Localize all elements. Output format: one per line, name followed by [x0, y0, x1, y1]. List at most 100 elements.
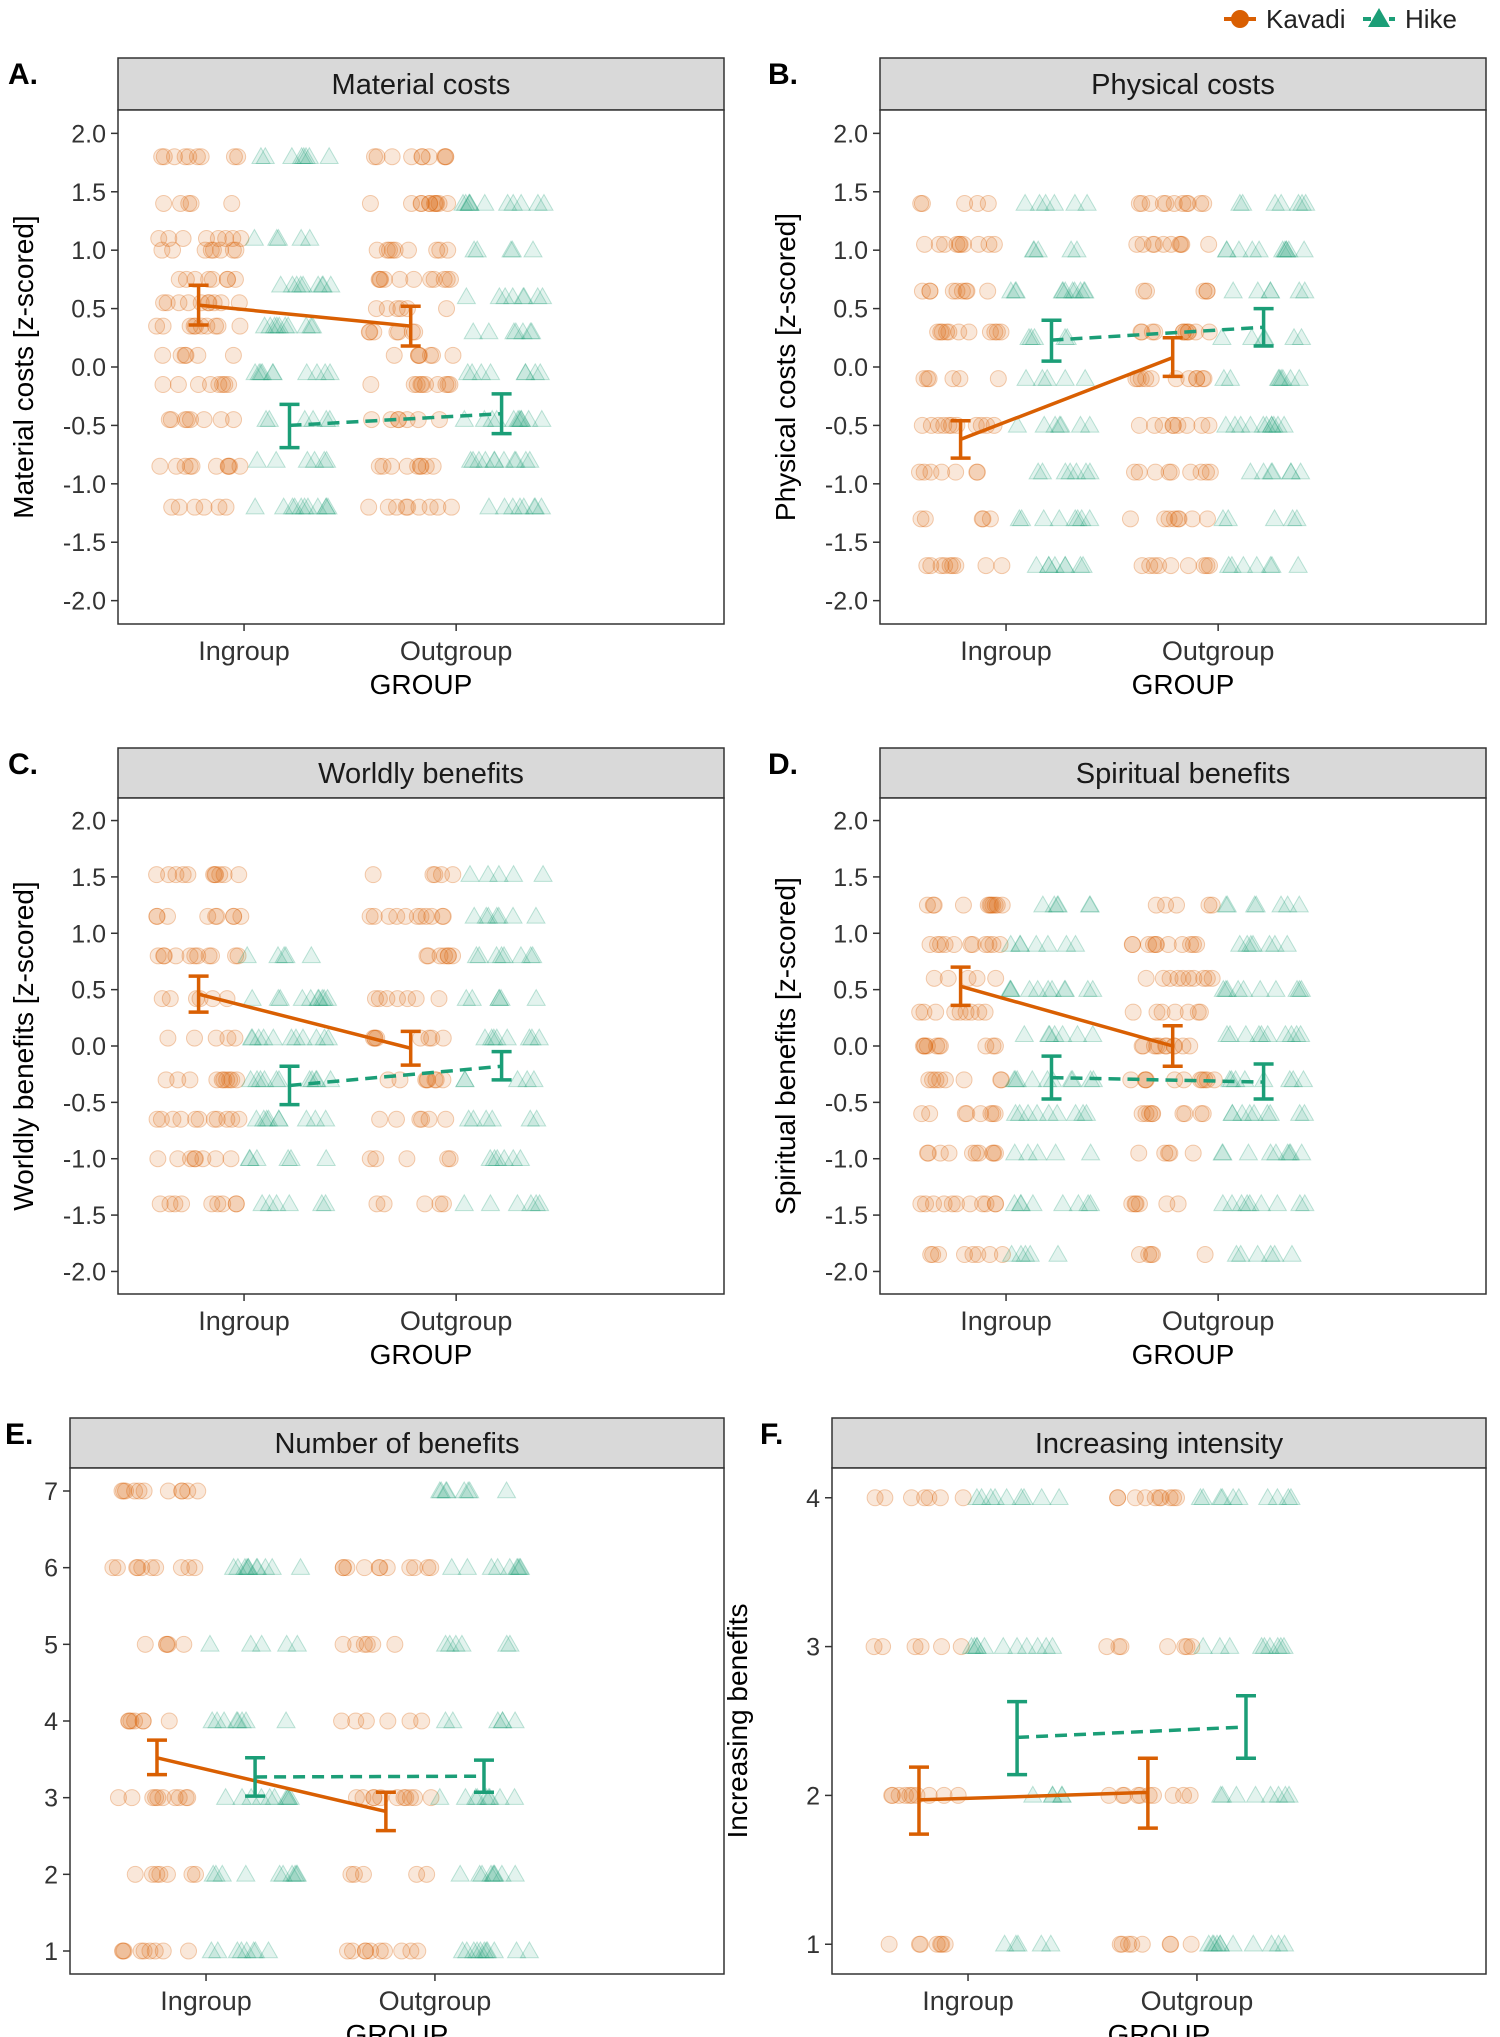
kavadi-raw-point: [204, 241, 222, 259]
kavadi-raw-point: [977, 936, 995, 954]
kavadi-raw-point: [916, 235, 934, 253]
kavadi-raw-point: [425, 194, 443, 212]
hike-raw-point: [294, 497, 315, 515]
hike-raw-point: [1064, 281, 1085, 299]
hike-raw-point: [483, 1028, 504, 1046]
kavadi-raw-point: [371, 270, 389, 288]
kavadi-raw-point: [338, 1559, 356, 1577]
kavadi-raw-point: [385, 346, 403, 364]
hike-raw-point: [1263, 415, 1284, 433]
kavadi-raw-point: [1174, 969, 1192, 987]
kavadi-raw-point: [354, 1865, 372, 1883]
kavadi-raw-point: [398, 300, 416, 318]
kavadi-raw-point: [430, 990, 448, 1008]
hike-raw-point: [1048, 895, 1069, 913]
hike-raw-point: [1228, 1487, 1249, 1506]
kavadi-raw-point: [987, 969, 1005, 987]
hike-raw-point: [1246, 895, 1267, 913]
y-tick-label: -1.5: [63, 529, 106, 557]
y-tick-label: -0.5: [63, 412, 106, 440]
kavadi-raw-point: [1147, 896, 1165, 914]
kavadi-raw-point: [154, 1942, 172, 1960]
kavadi-raw-point: [439, 241, 457, 259]
kavadi-raw-point: [181, 457, 199, 475]
hike-raw-point: [223, 1557, 244, 1575]
hike-raw-point: [455, 1787, 476, 1805]
hike-raw-point: [1055, 462, 1076, 480]
y-tick-label: 7: [44, 1478, 58, 1506]
x-axis-label: GROUP: [346, 2019, 449, 2037]
x-tick-label: Outgroup: [1141, 1986, 1254, 2016]
hike-raw-point: [1038, 555, 1059, 573]
kavadi-raw-point: [431, 241, 449, 259]
kavadi-raw-point: [371, 1559, 389, 1577]
kavadi-raw-point: [146, 1942, 164, 1960]
hike-raw-point: [1007, 1069, 1028, 1088]
kavadi-raw-point: [993, 557, 1011, 575]
kavadi-raw-point: [912, 1638, 930, 1656]
kavadi-raw-point: [151, 1865, 169, 1883]
kavadi-raw-point: [931, 1037, 949, 1055]
kavadi-raw-point: [1198, 557, 1216, 575]
hike-raw-point: [1244, 895, 1265, 913]
hike-raw-point: [503, 193, 524, 211]
hike-raw-point: [1250, 979, 1271, 997]
kavadi-raw-point: [187, 1110, 205, 1128]
hike-raw-point: [290, 1557, 311, 1575]
hike-raw-point: [268, 988, 289, 1006]
hike-raw-point: [1061, 240, 1081, 258]
kavadi-raw-point: [981, 896, 999, 914]
kavadi-raw-point: [174, 230, 192, 247]
kavadi-raw-point: [1140, 936, 1158, 954]
kavadi-raw-point: [1200, 557, 1218, 575]
kavadi-raw-point: [172, 1110, 190, 1128]
plot-area: [117, 797, 725, 1295]
kavadi-raw-point: [981, 1246, 999, 1264]
kavadi-raw-point: [413, 148, 431, 166]
kavadi-raw-point: [1192, 463, 1210, 481]
y-axis-label: Physical costs [z-scored]: [770, 213, 801, 521]
kavadi-raw-point: [148, 1110, 166, 1128]
kavadi-raw-point: [1156, 510, 1174, 528]
hike-raw-point: [1006, 281, 1027, 299]
hike-raw-point: [455, 1069, 475, 1088]
hike-raw-point: [1277, 934, 1298, 952]
hike-raw-point: [1254, 1636, 1275, 1654]
kavadi-raw-point: [417, 376, 435, 394]
hike-raw-point: [1242, 240, 1263, 258]
hike-raw-point: [207, 1710, 227, 1729]
kavadi-raw-point: [408, 907, 426, 925]
hike-raw-point: [301, 316, 321, 334]
hike-raw-point: [1268, 368, 1289, 386]
kavadi-raw-point: [410, 346, 428, 364]
kavadi-raw-point: [896, 1786, 914, 1804]
hike-raw-point: [531, 497, 552, 515]
hike-raw-point: [1032, 895, 1053, 913]
hike-raw-point: [1016, 368, 1036, 386]
kavadi-raw-point: [413, 148, 431, 166]
kavadi-raw-point: [1168, 1489, 1186, 1507]
hike-raw-point: [1042, 979, 1062, 997]
hike-raw-point: [301, 945, 322, 964]
kavadi-raw-point: [158, 1635, 176, 1653]
kavadi-raw-point: [1183, 510, 1201, 528]
kavadi-raw-point: [928, 1037, 946, 1055]
hike-raw-point: [276, 1787, 297, 1805]
hike-raw-point: [456, 1940, 477, 1959]
kavadi-raw-point: [123, 1789, 141, 1807]
hike-raw-point: [504, 1787, 525, 1805]
kavadi-raw-point: [129, 1559, 147, 1577]
kavadi-raw-point: [210, 498, 228, 516]
hike-raw-point: [308, 275, 329, 293]
kavadi-raw-point: [218, 1110, 236, 1128]
kavadi-raw-point: [944, 370, 962, 388]
hike-raw-point: [526, 906, 546, 924]
kavadi-raw-point: [1146, 463, 1164, 481]
kavadi-raw-point: [200, 947, 218, 965]
y-tick-label: -2.0: [63, 1258, 106, 1286]
hike-raw-point: [1065, 1103, 1086, 1121]
hike-raw-point: [242, 1028, 263, 1046]
kavadi-raw-point: [910, 463, 928, 481]
hike-raw-point: [1260, 555, 1281, 573]
kavadi-raw-point: [207, 1150, 225, 1168]
